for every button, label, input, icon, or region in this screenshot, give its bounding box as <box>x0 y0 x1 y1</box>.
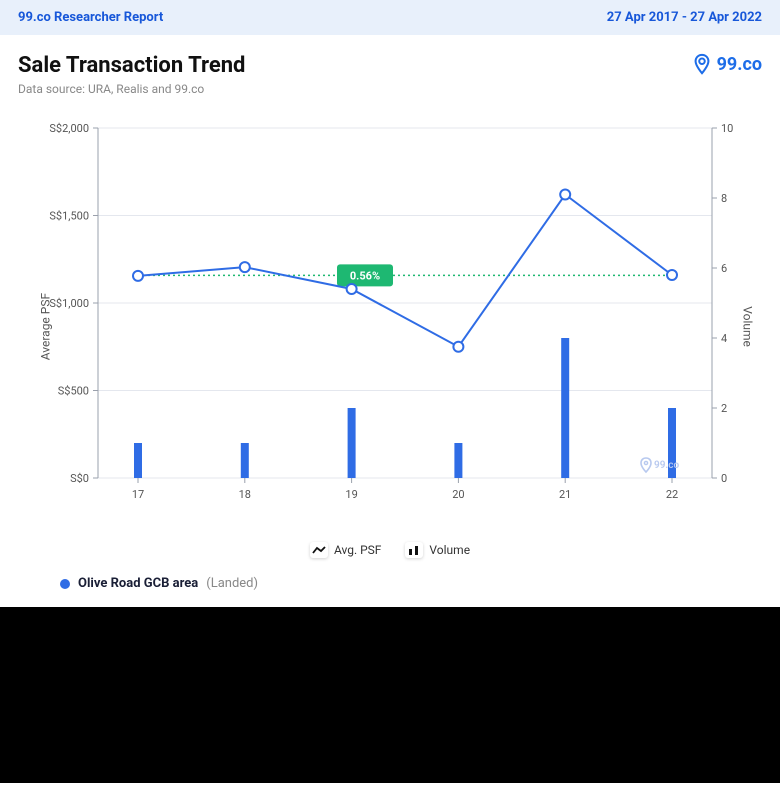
main-content: Sale Transaction Trend Data source: URA,… <box>0 35 780 607</box>
series-type: (Landed) <box>206 576 258 591</box>
svg-text:S$1,500: S$1,500 <box>49 210 89 223</box>
y-axis-right-label: Volume <box>741 306 755 347</box>
svg-text:17: 17 <box>132 488 144 501</box>
svg-text:19: 19 <box>345 488 357 501</box>
chart-svg: S$0 S$500 S$1,000 S$1,500 S$2,000 0 2 4 6 8 10 17 18… <box>18 118 762 518</box>
svg-text:S$1,000: S$1,000 <box>49 297 89 310</box>
bottom-black-region <box>0 607 780 783</box>
brand-logo: 99.co <box>691 53 762 75</box>
title-block: Sale Transaction Trend Data source: URA,… <box>18 53 245 96</box>
svg-text:10: 10 <box>721 122 733 135</box>
report-label: 99.co Researcher Report <box>18 10 163 25</box>
series-color-dot <box>60 579 70 589</box>
report-date-range: 27 Apr 2017 - 27 Apr 2022 <box>607 10 762 25</box>
svg-text:18: 18 <box>239 488 251 501</box>
series-name: Olive Road GCB area <box>78 576 198 591</box>
subtitle: Data source: URA, Realis and 99.co <box>18 82 245 96</box>
line-icon <box>310 542 328 558</box>
chart-legend: Avg. PSF Volume <box>18 542 762 558</box>
page-title: Sale Transaction Trend <box>18 53 245 78</box>
svg-text:S$0: S$0 <box>70 472 89 485</box>
map-pin-icon <box>691 53 713 75</box>
legend-avg-psf: Avg. PSF <box>310 542 381 558</box>
svg-text:S$500: S$500 <box>58 385 89 398</box>
svg-text:99.co: 99.co <box>654 460 679 471</box>
chart-container: Average PSF Volume S$0 S$500 S$1,000 S$1,50… <box>18 118 762 538</box>
legend-volume: Volume <box>405 542 470 558</box>
svg-text:22: 22 <box>666 488 678 501</box>
brand-text: 99.co <box>717 54 762 75</box>
svg-text:21: 21 <box>559 488 571 501</box>
svg-text:2: 2 <box>721 402 727 415</box>
bar-icon <box>405 542 423 558</box>
svg-text:20: 20 <box>452 488 464 501</box>
legend-avg-psf-label: Avg. PSF <box>334 543 381 557</box>
title-row: Sale Transaction Trend Data source: URA,… <box>18 53 762 96</box>
svg-text:8: 8 <box>721 192 727 205</box>
svg-text:4: 4 <box>721 332 727 345</box>
svg-text:0.56%: 0.56% <box>350 269 380 282</box>
report-header: 99.co Researcher Report 27 Apr 2017 - 27… <box>0 0 780 35</box>
y-axis-left-label: Average PSF <box>39 293 53 360</box>
series-footer: Olive Road GCB area (Landed) <box>18 568 762 607</box>
svg-text:6: 6 <box>721 262 727 275</box>
svg-text:S$2,000: S$2,000 <box>49 122 89 135</box>
legend-volume-label: Volume <box>429 543 470 557</box>
svg-text:0: 0 <box>721 472 727 485</box>
